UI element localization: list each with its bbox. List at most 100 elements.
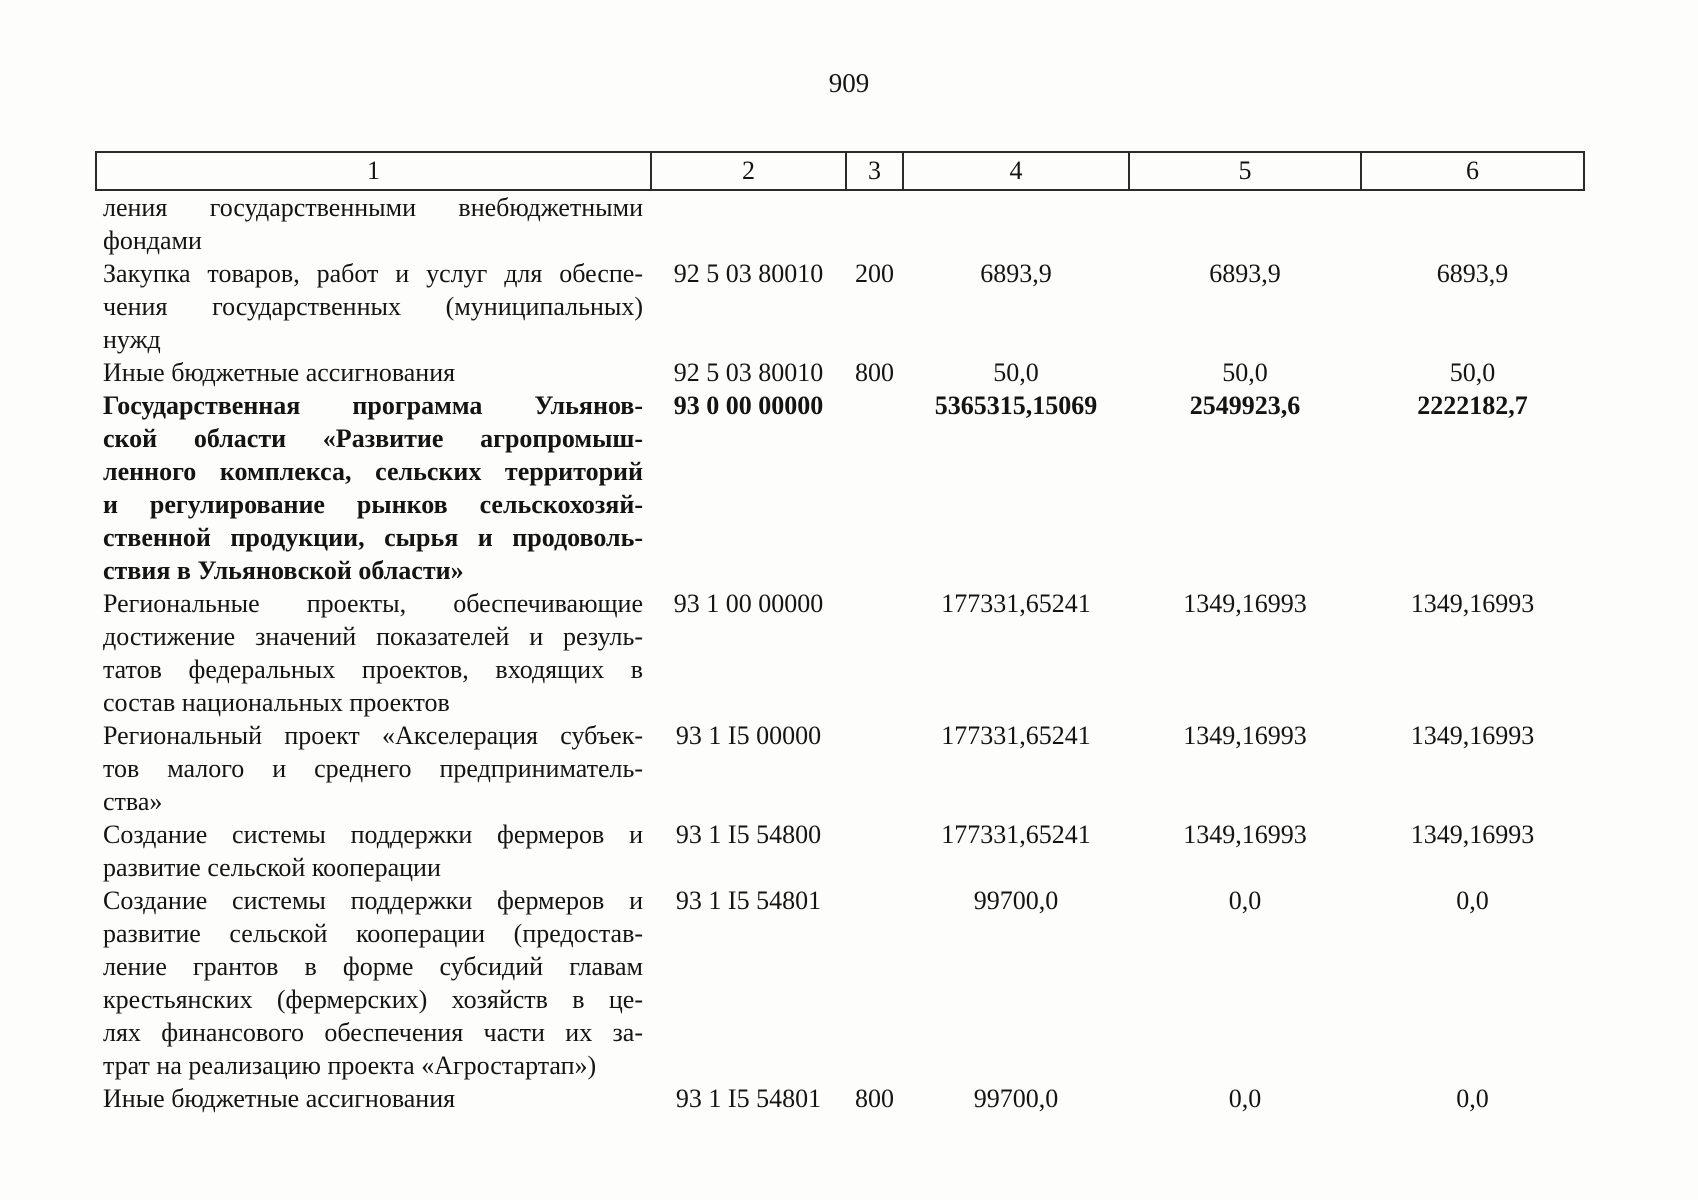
row-name-line: Создание системы поддержки фермеров и (103, 886, 643, 915)
table-body: ления государственными внебюджетными фонд… (96, 190, 1584, 1115)
row-name-line: ление грантов в форме субсидий главам (103, 952, 643, 981)
table-row: ления государственными внебюджетными фонд… (96, 190, 1584, 257)
row-name-line: Закупка товаров, работ и услуг для обесп… (103, 259, 643, 288)
header-col-5: 5 (1128, 151, 1362, 191)
row-name-line: Государственная программа Ульянов- (103, 391, 643, 420)
row-expense-type (846, 719, 903, 818)
table-row: Региональный проект «Акселерация субъек-… (96, 719, 1584, 818)
row-amount-col4: 99700,0 (973, 1084, 1059, 1113)
budget-table: 1 2 3 4 5 6 ления государственными внебю… (95, 151, 1585, 1115)
row-code: 93 1 I5 54800 (675, 820, 822, 849)
row-name-line: фондами (103, 226, 202, 255)
row-code: 93 1 I5 54801 (675, 886, 822, 915)
row-name: Закупка товаров, работ и услуг для обесп… (96, 257, 651, 356)
row-name-line: ской области «Развитие агропромыш- (103, 424, 643, 453)
row-name: ления государственными внебюджетными фонд… (96, 190, 651, 257)
row-code: 92 5 03 80010 (673, 358, 824, 387)
row-amount-col5 (1129, 190, 1361, 257)
row-amount-col5: 1349,16993 (1183, 820, 1307, 849)
row-name-line: Иные бюджетные ассигнования (103, 1084, 456, 1113)
row-name-line: ленного комплекса, сельских территорий (103, 457, 643, 486)
row-name-line: состав национальных проектов (103, 688, 450, 717)
row-amount-col4 (903, 190, 1129, 257)
table-row: Иные бюджетные ассигнования 93 1 I5 54801… (96, 1082, 1584, 1115)
row-amount-col5: 1349,16993 (1183, 721, 1307, 750)
row-name: Создание системы поддержки фермеров и раз… (96, 818, 651, 884)
row-code: 93 1 I5 54801 (675, 1084, 822, 1113)
row-name: Региональный проект «Акселерация субъек-… (96, 719, 651, 818)
row-name-line: Региональный проект «Акселерация субъек- (103, 721, 643, 750)
row-name-line: нужд (103, 325, 161, 354)
row-expense-type (846, 190, 903, 257)
row-expense-type (846, 389, 903, 587)
row-name: Создание системы поддержки фермеров и раз… (96, 884, 651, 1082)
row-amount-col5: 0,0 (1228, 1084, 1262, 1113)
row-amount-col5: 6893,9 (1209, 259, 1281, 288)
row-code (651, 190, 846, 257)
table-row: Государственная программа Ульянов-ской о… (96, 389, 1584, 587)
row-name-line: ствия в Ульяновской области» (103, 556, 464, 585)
row-amount-col6: 1349,16993 (1410, 589, 1535, 618)
row-expense-type: 800 (855, 1084, 894, 1113)
row-name-line: тов малого и среднего предприниматель- (103, 754, 643, 783)
row-expense-type: 800 (855, 358, 894, 387)
row-amount-col5: 2549923,6 (1189, 391, 1301, 420)
row-amount-col4: 6893,9 (980, 259, 1052, 288)
row-name: Иные бюджетные ассигнования (96, 356, 651, 389)
header-col-2: 2 (650, 151, 847, 191)
row-expense-type (846, 587, 903, 719)
row-name-line: лях финансового обеспечения части их за- (103, 1018, 643, 1047)
header-col-1: 1 (95, 151, 652, 191)
row-name-line: Создание системы поддержки фермеров и (103, 820, 643, 849)
row-amount-col6: 2222182,7 (1417, 391, 1528, 420)
row-amount-col6: 0,0 (1456, 886, 1489, 915)
row-code: 93 1 00 00000 (673, 589, 824, 618)
row-name-line: крестьянских (фермерских) хозяйств в це- (103, 985, 643, 1014)
row-amount-col5: 1349,16993 (1183, 589, 1307, 618)
row-name: Государственная программа Ульянов-ской о… (96, 389, 651, 587)
row-amount-col4: 50,0 (993, 358, 1039, 387)
row-code: 93 1 I5 00000 (675, 721, 822, 750)
row-name-line: ления государственными внебюджетными (103, 193, 643, 222)
row-name-line: ственной продукции, сырья и продоволь- (103, 523, 643, 552)
table-row: Закупка товаров, работ и услуг для обесп… (96, 257, 1584, 356)
row-name-line: татов федеральных проектов, входящих в (103, 655, 643, 684)
table-row: Региональные проекты, обеспечивающие дост… (96, 587, 1584, 719)
table-header: 1 2 3 4 5 6 (95, 151, 1585, 191)
row-amount-col4: 177331,65241 (941, 589, 1091, 618)
row-name-line: развитие сельской кооперации (103, 853, 441, 882)
page-number: 909 (828, 68, 870, 98)
row-name-line: достижение значений показателей и резуль… (103, 622, 643, 651)
row-name: Иные бюджетные ассигнования (96, 1082, 651, 1115)
row-amount-col6: 6893,9 (1436, 259, 1509, 288)
row-amount-col4: 177331,65241 (941, 820, 1091, 849)
row-amount-col6: 1349,16993 (1410, 721, 1535, 750)
row-amount-col4: 5365315,15069 (934, 391, 1098, 420)
row-name-line: чения государственных (муниципальных) (103, 292, 643, 321)
header-row: 1 2 3 4 5 6 (95, 151, 1585, 191)
header-col-3: 3 (845, 151, 904, 191)
row-name-line: Региональные проекты, обеспечивающие (103, 589, 643, 618)
header-col-6: 6 (1360, 151, 1585, 191)
row-name: Региональные проекты, обеспечивающие дост… (96, 587, 651, 719)
row-name-line: и регулирование рынков сельскохозяй- (103, 490, 643, 519)
row-amount-col4: 177331,65241 (941, 721, 1091, 750)
table-row: Создание системы поддержки фермеров и раз… (96, 818, 1584, 884)
row-name-line: ства» (103, 787, 163, 816)
row-expense-type: 200 (855, 259, 894, 288)
row-amount-col6: 50,0 (1449, 358, 1496, 387)
row-name-line: развитие сельской кооперации (предостав- (103, 919, 643, 948)
row-amount-col4: 99700,0 (973, 886, 1059, 915)
row-amount-col6: 0,0 (1456, 1084, 1489, 1113)
row-amount-col6: 1349,16993 (1410, 820, 1535, 849)
row-code: 92 5 03 80010 (673, 259, 824, 288)
row-amount-col5: 0,0 (1228, 886, 1262, 915)
header-col-4: 4 (902, 151, 1130, 191)
row-expense-type (846, 884, 903, 1082)
row-expense-type (846, 818, 903, 884)
table-row: Иные бюджетные ассигнования 92 5 03 80010… (96, 356, 1584, 389)
row-amount-col6 (1361, 190, 1584, 257)
row-name-line: трат на реализацию проекта «Агростартап»… (103, 1051, 597, 1080)
table-row: Создание системы поддержки фермеров и раз… (96, 884, 1584, 1082)
